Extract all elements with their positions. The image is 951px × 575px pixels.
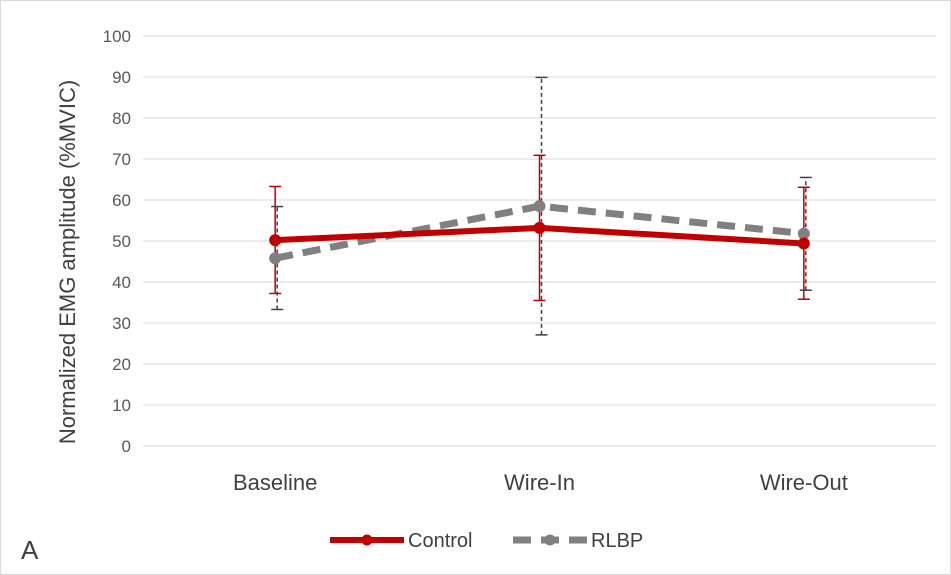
- data-point-rlbp: [533, 200, 546, 213]
- legend-label: Control: [408, 530, 472, 552]
- x-category-label: Wire-Out: [760, 470, 848, 495]
- y-tick-label: 10: [112, 396, 131, 415]
- legend-label: RLBP: [591, 530, 643, 552]
- y-tick-label: 60: [112, 191, 131, 210]
- y-tick-label: 100: [103, 27, 131, 46]
- legend-marker: [361, 534, 373, 546]
- legend-item-control: Control: [330, 530, 472, 552]
- y-tick-label: 40: [112, 273, 131, 292]
- y-tick-label: 70: [112, 150, 131, 169]
- y-tick-label: 80: [112, 109, 131, 128]
- x-category-labels: Baseline Wire-In Wire-Out: [233, 470, 848, 495]
- x-category-label: Baseline: [233, 470, 317, 495]
- legend-marker: [544, 534, 556, 546]
- data-point-control: [533, 221, 546, 234]
- y-tick-label: 90: [112, 68, 131, 87]
- panel-label: A: [21, 535, 39, 565]
- data-point-control: [797, 237, 810, 250]
- data-point-control: [269, 234, 282, 247]
- y-axis-title: Normalized EMG amplitude (%MVIC): [55, 80, 80, 444]
- y-tick-label: 30: [112, 314, 131, 333]
- y-tick-label: 20: [112, 355, 131, 374]
- series-lines: [269, 200, 810, 265]
- legend-item-rlbp: RLBP: [513, 530, 643, 552]
- y-tick-label: 50: [112, 232, 131, 251]
- legend: Control RLBP: [330, 530, 643, 552]
- y-tick-labels: 0 10 20 30 40 50 60 70 80 90 100: [103, 27, 131, 456]
- data-point-rlbp: [269, 252, 282, 265]
- x-category-label: Wire-In: [504, 470, 575, 495]
- y-tick-label: 0: [122, 437, 131, 456]
